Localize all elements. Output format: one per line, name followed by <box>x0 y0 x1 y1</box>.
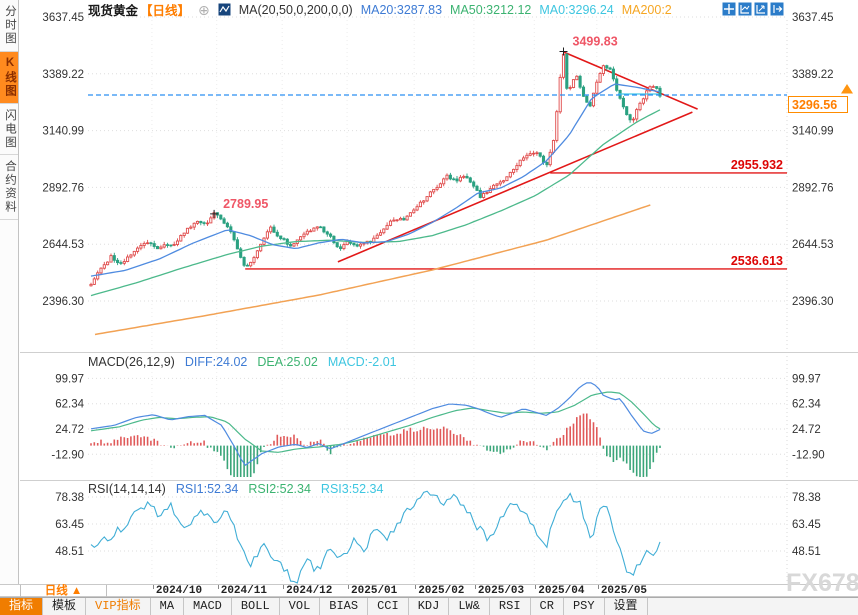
macd-diff-value: DIFF:24.02 <box>184 355 248 369</box>
svg-text:48.51: 48.51 <box>792 546 821 558</box>
macd-header: MACD(26,12,9) DIFF:24.02 DEA:25.02 MACD:… <box>88 355 397 369</box>
svg-text:3296.56: 3296.56 <box>792 98 837 112</box>
period-tag[interactable]: 【日线】 <box>140 4 191 18</box>
macd-hist-value: MACD:-2.01 <box>327 355 397 369</box>
svg-text:2789.95: 2789.95 <box>223 197 268 211</box>
toolbar-vip-indicator-button[interactable]: VIP指标 <box>86 598 151 615</box>
toolbar-cr-button[interactable]: CR <box>531 598 564 615</box>
date-label: 2024/10 <box>152 585 203 597</box>
svg-text:-12.90: -12.90 <box>51 449 84 461</box>
svg-text:62.34: 62.34 <box>792 399 821 411</box>
sidebar-item-contract-info[interactable]: 合约资料 <box>0 155 18 220</box>
rsi-title: RSI(14,14,14) <box>88 482 166 496</box>
svg-text:2396.30: 2396.30 <box>792 296 834 308</box>
ma200-value: MA200:2 <box>621 2 672 17</box>
svg-text:78.38: 78.38 <box>792 492 821 504</box>
toolbar-settings-button[interactable]: 设置 <box>605 598 648 615</box>
toolbar-template-button[interactable]: 模板 <box>43 598 87 615</box>
date-label: 2025/04 <box>535 585 585 597</box>
svg-text:24.72: 24.72 <box>55 424 84 436</box>
ma50-value: MA50:3212.12 <box>450 2 532 17</box>
svg-text:3637.45: 3637.45 <box>42 12 84 24</box>
rsi2-value: RSI2:52.34 <box>248 482 311 496</box>
toolbar-macd-button[interactable]: MACD <box>184 598 232 615</box>
date-label: 2024/11 <box>217 585 267 597</box>
price-chart[interactable]: 2955.932 2536.613 3296.56 3499.83 2789.95 363… <box>0 0 858 584</box>
toolbar-kdj-button[interactable]: KDJ <box>409 598 450 615</box>
date-axis: 日线 ▲ 2024/10 2024/11 2024/12 2025/01 202… <box>0 584 858 597</box>
indicator-toolbar: 指标 模板 VIP指标 MA MACD BOLL VOL BIAS CCI KD… <box>0 597 858 615</box>
toolbar-ma-button[interactable]: MA <box>151 598 185 615</box>
ma20-value: MA20:3287.83 <box>360 2 443 17</box>
date-label: 2025/01 <box>348 585 398 597</box>
svg-text:2892.76: 2892.76 <box>42 182 84 194</box>
svg-text:2536.613: 2536.613 <box>731 254 783 268</box>
macd-title: MACD(26,12,9) <box>88 355 175 369</box>
toolbar-lw-button[interactable]: LW& <box>449 598 490 615</box>
svg-text:2955.932: 2955.932 <box>731 158 783 172</box>
rsi3-value: RSI3:52.34 <box>320 482 384 496</box>
svg-text:99.97: 99.97 <box>55 373 84 385</box>
ma-indicator-icon[interactable] <box>218 3 231 16</box>
svg-text:3637.45: 3637.45 <box>792 12 834 24</box>
svg-text:3499.83: 3499.83 <box>573 35 618 49</box>
ma0-value: MA0:3296.24 <box>539 2 614 17</box>
date-label: 2024/12 <box>283 585 333 597</box>
toolbar-boll-button[interactable]: BOLL <box>232 598 280 615</box>
svg-text:24.72: 24.72 <box>792 424 821 436</box>
period-selector[interactable]: 日线 ▲ <box>20 585 107 597</box>
crosshair-icon[interactable] <box>722 2 736 16</box>
date-label: 2025/05 <box>597 585 648 597</box>
toolbar-rsi-button[interactable]: RSI <box>490 598 531 615</box>
ma-formula: MA(20,50,0,200,0,0) <box>238 2 353 17</box>
date-label: 2025/02 <box>415 585 465 597</box>
date-label: 2025/03 <box>474 585 525 597</box>
svg-text:2892.76: 2892.76 <box>792 182 834 194</box>
svg-text:-12.90: -12.90 <box>792 449 825 461</box>
chart-header: 现货黄金 【日线】 ⊕ MA(20,50,0,200,0,0) MA20:3287… <box>88 1 672 19</box>
rsi-header: RSI(14,14,14) RSI1:52.34 RSI2:52.34 RSI3… <box>88 482 383 496</box>
toolbar-vol-button[interactable]: VOL <box>280 598 321 615</box>
sidebar-item-lightning[interactable]: 闪电图 <box>0 103 18 155</box>
svg-text:99.97: 99.97 <box>792 373 821 385</box>
exit-right-icon[interactable] <box>770 2 784 16</box>
fx678-watermark: FX678 <box>786 569 858 597</box>
period-arrow-icon: ▲ <box>70 585 83 597</box>
svg-text:3140.99: 3140.99 <box>792 126 834 138</box>
toolbar-indicator-button[interactable]: 指标 <box>0 598 44 615</box>
axis-scale-icon[interactable] <box>754 2 768 16</box>
toolbar-cci-button[interactable]: CCI <box>368 598 409 615</box>
toolbar-bias-button[interactable]: BIAS <box>320 598 369 615</box>
svg-text:48.51: 48.51 <box>55 546 84 558</box>
svg-text:2644.53: 2644.53 <box>792 239 834 251</box>
symbol-name: 现货黄金 <box>88 4 139 18</box>
svg-text:63.45: 63.45 <box>55 519 84 531</box>
macd-dea-value: DEA:25.02 <box>257 355 318 369</box>
rsi1-value: RSI1:52.34 <box>175 482 239 496</box>
svg-text:63.45: 63.45 <box>792 519 821 531</box>
chart-type-sidebar: 分时图 K线图 闪电图 合约资料 <box>0 0 19 584</box>
svg-text:3140.99: 3140.99 <box>42 126 84 138</box>
header-tool-icons <box>722 2 784 16</box>
svg-text:2396.30: 2396.30 <box>42 296 84 308</box>
svg-text:78.38: 78.38 <box>55 492 84 504</box>
sidebar-item-timeshare[interactable]: 分时图 <box>0 0 18 52</box>
toolbar-psy-button[interactable]: PSY <box>564 598 605 615</box>
add-indicator-icon[interactable]: ⊕ <box>198 1 210 18</box>
svg-text:3389.22: 3389.22 <box>42 69 84 81</box>
svg-text:62.34: 62.34 <box>55 399 84 411</box>
svg-text:3389.22: 3389.22 <box>792 69 834 81</box>
sidebar-item-kline[interactable]: K线图 <box>0 51 18 104</box>
period-label: 日线 <box>44 585 68 597</box>
svg-text:2644.53: 2644.53 <box>42 239 84 251</box>
axis-zoom-icon[interactable] <box>738 2 752 16</box>
